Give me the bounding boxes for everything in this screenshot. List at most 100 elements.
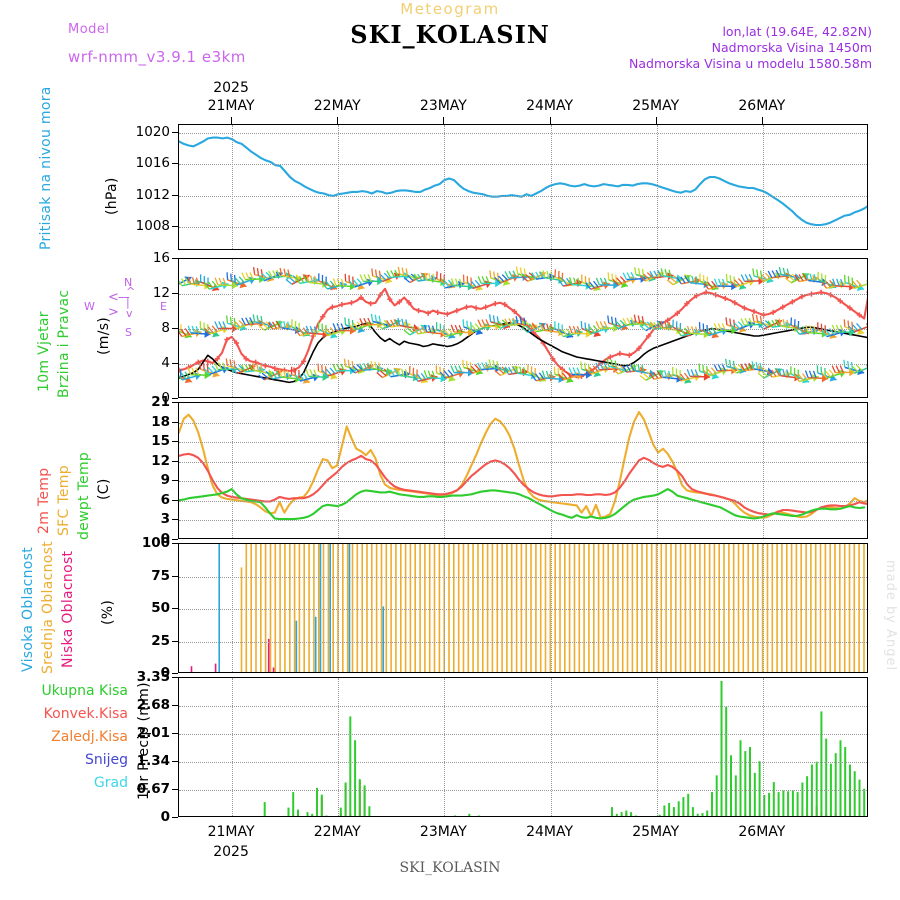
bar-srednja-oblacnost: [723, 544, 725, 672]
bar-visoka-oblacnost: [295, 620, 298, 672]
gust-marker: [684, 301, 690, 307]
y-axis-tick-mark: [172, 163, 178, 165]
gust-marker: [636, 345, 642, 351]
bar-ukupna-kisa: [630, 812, 633, 816]
bar-konvek-kisa: [616, 816, 618, 817]
bar-srednja-oblacnost: [559, 544, 561, 672]
gridline-vertical: [232, 125, 234, 249]
bar-ukupna-kisa: [368, 806, 371, 816]
bar-ukupna-kisa: [787, 791, 790, 816]
bar-srednja-oblacnost: [824, 544, 827, 672]
bar-srednja-oblacnost: [568, 544, 571, 672]
axis-caption: (hPa): [104, 177, 120, 215]
bar-srednja-oblacnost: [462, 544, 465, 672]
wind-barb: [359, 317, 384, 329]
bar-srednja-oblacnost: [718, 544, 720, 672]
bar-srednja-oblacnost: [245, 544, 248, 672]
bar-srednja-oblacnost: [404, 544, 407, 672]
bar-srednja-oblacnost: [380, 544, 383, 672]
bar-srednja-oblacnost: [361, 544, 363, 672]
bar-srednja-oblacnost: [612, 544, 614, 672]
gridline-vertical: [444, 544, 446, 672]
gust-marker: [617, 350, 623, 357]
gust-marker: [243, 356, 249, 362]
bar-ukupna-kisa: [829, 763, 832, 816]
gridline-horizontal: [179, 520, 867, 522]
y-axis-tick-mark: [172, 398, 178, 399]
bottom-year-label: 2025: [213, 844, 249, 860]
bar-srednja-oblacnost: [863, 544, 865, 672]
bar-konvek-kisa: [287, 815, 290, 816]
gust-marker: [751, 308, 757, 315]
gridline-vertical: [338, 125, 340, 249]
bar-srednja-oblacnost: [670, 544, 672, 672]
station-metadata: lon,lat (19.64E, 42.82N) Nadmorska Visin…: [629, 24, 872, 72]
gridline-vertical: [656, 678, 658, 816]
model-value: wrf-nmm_v3.9.1 e3km: [68, 48, 246, 66]
y-axis-tick-mark: [172, 640, 178, 642]
wind-barb: [489, 270, 511, 286]
top-date-label: 24MAY: [526, 98, 573, 114]
y-axis-tick-mark: [172, 677, 178, 678]
bar-konvek-kisa: [859, 816, 861, 817]
wind-barb: [816, 365, 837, 382]
axis-caption: (C): [96, 478, 112, 500]
bar-srednja-oblacnost: [848, 544, 851, 672]
y-axis-tick-mark: [172, 789, 178, 790]
bar-srednja-oblacnost: [554, 544, 556, 672]
bar-srednja-oblacnost: [313, 544, 315, 672]
series-line-pritisak-na-nivou-mora: [179, 136, 867, 227]
gridline-vertical: [550, 403, 552, 538]
gridline-vertical: [762, 544, 764, 672]
axis-caption: 10m Vjetar: [36, 311, 52, 392]
gust-marker: [272, 365, 278, 371]
wind-barb: [568, 367, 593, 379]
y-axis-tick-label: 0: [161, 390, 170, 406]
gridline-horizontal: [179, 734, 867, 735]
bar-srednja-oblacnost: [467, 544, 470, 672]
wind-barb: [725, 317, 747, 333]
compass-vertical-arrow: ^ | v: [126, 285, 136, 320]
gust-marker: [425, 310, 431, 316]
y-axis-tick-label: 50: [151, 600, 170, 616]
bar-srednja-oblacnost: [457, 544, 460, 672]
bar-ukupna-kisa: [739, 740, 742, 816]
y-axis-tick-mark: [172, 460, 178, 462]
bar-ukupna-kisa: [820, 711, 823, 816]
bar-srednja-oblacnost: [515, 544, 518, 672]
bar-srednja-oblacnost: [679, 544, 682, 672]
y-axis-tick-label: 25: [151, 632, 170, 649]
gridline-vertical: [338, 259, 340, 397]
bar-srednja-oblacnost: [419, 544, 421, 672]
bar-ukupna-kisa: [320, 794, 323, 816]
bar-srednja-oblacnost: [732, 544, 735, 672]
top-date-label: 22MAY: [313, 98, 361, 114]
bar-ukupna-kisa: [711, 792, 713, 816]
gridline-horizontal: [179, 481, 867, 483]
bar-srednja-oblacnost: [564, 544, 566, 672]
wind-barb: [199, 361, 220, 378]
y-axis-tick-label: 15: [151, 433, 170, 450]
y-axis-tick-label: 12: [151, 452, 170, 469]
bar-srednja-oblacnost: [834, 544, 836, 672]
bar-srednja-oblacnost: [650, 544, 653, 672]
bar-srednja-oblacnost: [539, 544, 542, 672]
bar-ukupna-kisa: [806, 776, 809, 816]
wind-barb: [359, 274, 384, 286]
compass-west: W: [84, 300, 95, 313]
bar-srednja-oblacnost: [486, 544, 489, 672]
gridline-vertical: [550, 678, 552, 816]
wind-barb: [435, 365, 456, 382]
wind-barb: [187, 367, 211, 380]
axis-caption: Niska Oblacnost: [60, 550, 76, 668]
bar-srednja-oblacnost: [636, 544, 638, 672]
wind-barb: [371, 268, 393, 284]
bar-niska-oblacnost: [214, 663, 217, 672]
y-axis-tick-label: 12: [152, 285, 170, 301]
axis-caption: Visoka Oblacnost: [20, 546, 36, 672]
wind-barb: [477, 276, 502, 288]
gridline-vertical: [656, 544, 658, 672]
y-axis-tick-mark: [172, 480, 178, 482]
gust-marker: [473, 305, 479, 311]
bar-srednja-oblacnost: [858, 544, 860, 672]
